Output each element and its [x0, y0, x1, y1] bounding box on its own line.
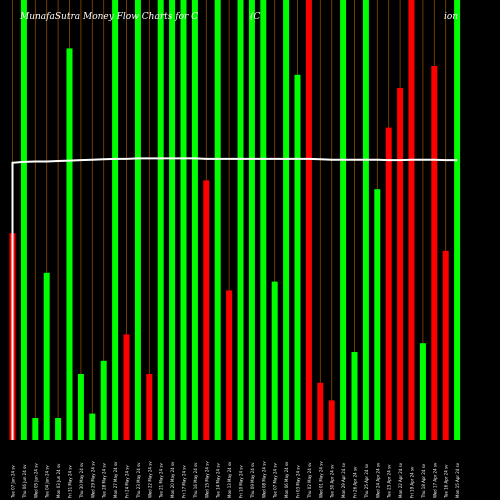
bar: [237, 0, 244, 440]
x-tick-label: Thu 23 May 24 sv: [136, 462, 141, 499]
chart-title: MunafaSutra Money Flow Charts for C: [20, 12, 199, 22]
x-tick-label: Tue 04 Jun 24 sv: [45, 465, 50, 499]
x-tick-label: Tue 16 Apr 24 sv: [444, 464, 449, 499]
bar: [226, 290, 233, 440]
x-tick-label: Wed 01 May 24 sv: [318, 461, 323, 498]
bar: [157, 0, 164, 440]
bar: [112, 0, 119, 440]
bar: [260, 0, 267, 440]
x-tick-label: Tue 28 May 24 sv: [102, 463, 107, 499]
x-tick-label: Fri 24 May 24 sv: [125, 465, 130, 498]
bar: [100, 360, 107, 440]
bar: [419, 343, 426, 440]
x-tick-label: Mon 03 Jun 24 sv: [56, 463, 61, 498]
bar: [248, 0, 255, 440]
x-tick-label: Wed 24 Apr 24 sv: [375, 462, 380, 498]
x-tick-label: Tue 23 Apr 24 sv: [387, 464, 392, 499]
x-tick-label: Wed 05 Jun 24 sv: [33, 463, 38, 498]
x-axis-labels: Tue 07 Jun 24 sv Thu 06 Jun 24 sv Wed 05 J…: [11, 461, 461, 499]
bar: [317, 382, 324, 440]
x-tick-label: Thu 06 Jun 24 sv: [22, 464, 27, 499]
bar: [77, 374, 84, 440]
x-tick-label: Mon 06 May 24 sv: [284, 461, 289, 498]
x-tick-label: Thu 30 May 24 sv: [79, 462, 84, 499]
bar: [305, 0, 312, 440]
x-tick-label: Mon 13 May 24 sv: [227, 461, 232, 498]
x-tick-label: Wed 22 May 24 sv: [147, 461, 152, 498]
bar: [454, 0, 461, 440]
bar: [43, 272, 50, 440]
x-tick-label: Fri 17 May 24 sv: [182, 465, 187, 498]
bar: [271, 281, 278, 440]
chart-title-symbol: (C: [250, 12, 261, 22]
bar: [362, 0, 369, 440]
chart-title-end: ion: [444, 12, 459, 22]
x-tick-label: Mon 20 May 24 sv: [170, 461, 175, 498]
bar: [180, 0, 187, 440]
bar: [134, 0, 141, 440]
bar: [203, 180, 210, 440]
x-tick-label: Wed 17 Apr 24 sv: [432, 462, 437, 498]
x-tick-label: Tue 07 Jun 24 sv: [11, 465, 16, 499]
bar: [191, 0, 198, 440]
x-tick-label: Mon 29 Apr 24 sv: [341, 462, 346, 498]
x-tick-label: Thu 09 May 24 sv: [250, 462, 255, 499]
money-flow-line: [11, 157, 458, 440]
bar: [169, 0, 176, 440]
bar: [351, 352, 358, 440]
bar: [385, 127, 392, 440]
bar: [66, 48, 73, 441]
bar: [55, 418, 62, 440]
bar: [20, 0, 27, 440]
x-tick-label: Fri 03 May 24 sv: [296, 465, 301, 498]
x-tick-label: Tue 07 May 24 sv: [273, 463, 278, 499]
x-tick-label: Wed 29 May 24 sv: [90, 461, 95, 498]
bar: [340, 0, 347, 440]
x-tick-label: Mon 15 Apr 24 sv: [455, 462, 460, 498]
bar: [214, 0, 221, 440]
bar: [123, 334, 130, 440]
x-tick-label: Thu 16 May 24 sv: [193, 462, 198, 499]
bars: [9, 0, 461, 441]
x-tick-label: Fri 19 Apr 24 sv: [410, 466, 415, 498]
bar: [374, 189, 381, 440]
bar: [32, 418, 39, 440]
x-tick-label: Fri 26 Apr 24 sv: [353, 466, 358, 498]
money-flow-line-group: [11, 157, 458, 440]
bar: [408, 0, 415, 440]
x-tick-label: Tue 30 Apr 24 sv: [330, 464, 335, 499]
x-tick-label: Tue 14 May 24 sv: [216, 463, 221, 499]
bar: [89, 413, 96, 440]
bar: [431, 66, 438, 440]
x-tick-label: Wed 15 May 24 sv: [204, 461, 209, 498]
x-tick-label: Fri 10 May 24 sv: [239, 465, 244, 498]
x-tick-label: Tue 21 May 24 sv: [159, 463, 164, 499]
x-tick-label: Thu 25 Apr 24 sv: [364, 463, 369, 499]
x-tick-label: Fri 31 May 24 sv: [68, 465, 73, 498]
x-tick-label: Thu 02 May 24 sv: [307, 462, 312, 499]
x-tick-label: Wed 08 May 24 sv: [261, 461, 266, 498]
bar: [146, 374, 153, 440]
bar: [294, 74, 301, 441]
bar: [328, 400, 335, 440]
bar: [283, 0, 290, 440]
bar: [442, 250, 449, 440]
bar: [397, 88, 404, 440]
x-tick-label: Mon 22 Apr 24 sv: [398, 462, 403, 498]
x-tick-label: Mon 27 May 24 sv: [113, 461, 118, 498]
x-tick-label: Thu 18 Apr 24 sv: [421, 463, 426, 499]
